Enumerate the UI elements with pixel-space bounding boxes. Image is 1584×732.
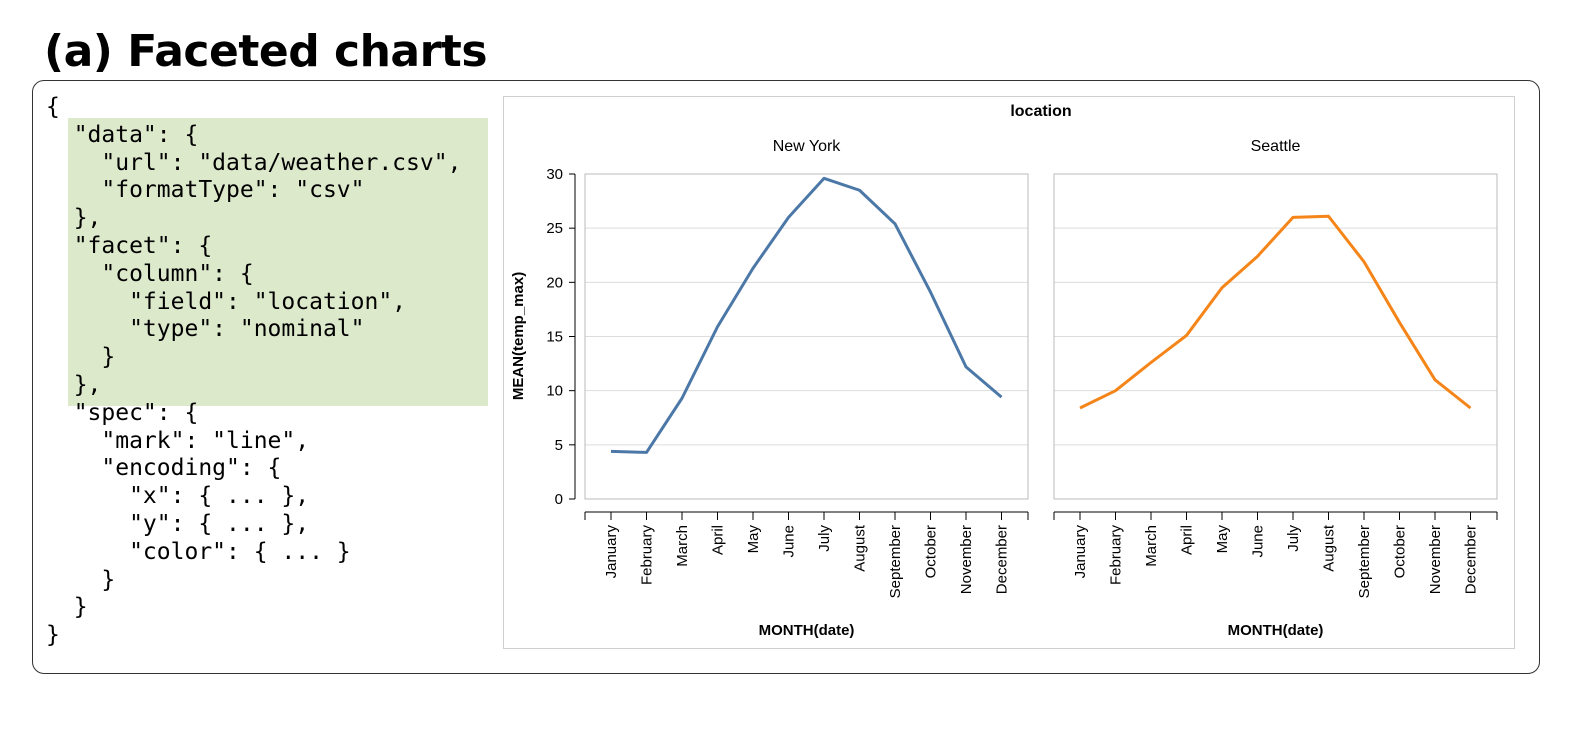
code-line: "field": "location", — [46, 288, 407, 315]
code-line: "spec": { — [46, 399, 199, 426]
code-line: }, — [46, 205, 102, 232]
chart-container: location MEAN(temp_max) 0 5 10 15 20 25 30 New … — [503, 96, 1515, 649]
x-tick-label: September — [1356, 525, 1373, 598]
facet-frame — [1053, 173, 1498, 500]
x-tick-label: August — [1321, 524, 1338, 572]
code-line: "data": { — [46, 121, 199, 148]
faceted-line-chart: location MEAN(temp_max) 0 5 10 15 20 25 30 New … — [510, 103, 1498, 639]
x-tick-label: November — [1427, 525, 1444, 594]
x-tick-label: February — [1108, 525, 1125, 586]
code-line: } — [46, 594, 88, 621]
x-tick-label: January — [1072, 525, 1089, 579]
facet-title: New York — [773, 138, 842, 155]
y-tick-label: 0 — [555, 491, 563, 508]
code-line: "url": "data/weather.csv", — [46, 149, 462, 176]
x-tick-label: April — [1179, 525, 1196, 555]
y-tick-label: 15 — [546, 329, 563, 346]
x-tick-label: October — [1392, 525, 1409, 578]
x-tick-label: June — [781, 525, 798, 558]
code-line: }, — [46, 371, 102, 398]
y-tick-label: 5 — [555, 437, 563, 454]
y-tick-label: 25 — [546, 220, 563, 237]
y-tick-label: 10 — [546, 383, 563, 400]
y-tick-label: 20 — [546, 274, 563, 291]
x-tick-label: July — [1285, 525, 1302, 552]
x-tick-label: May — [1214, 525, 1231, 554]
x-tick-label: May — [745, 525, 762, 554]
x-tick-label: September — [887, 525, 904, 598]
x-tick-label: December — [1463, 525, 1480, 594]
x-tick-label: October — [923, 525, 940, 578]
x-tick-label: July — [816, 525, 833, 552]
x-axis-label: MONTH(date) — [1228, 622, 1324, 639]
code-line: } — [46, 344, 116, 371]
x-tick-label: November — [958, 525, 975, 594]
x-tick-label: February — [639, 525, 656, 586]
x-tick-label: June — [1250, 525, 1267, 558]
facet-header-title: location — [1010, 103, 1071, 120]
code-line: "color": { ... } — [46, 538, 351, 565]
x-tick-label: March — [1143, 525, 1160, 567]
code-line: "formatType": "csv" — [46, 177, 365, 204]
x-axis-label: MONTH(date) — [759, 622, 855, 639]
code-line: "type": "nominal" — [46, 316, 365, 343]
code-line: "mark": "line", — [46, 427, 310, 454]
series-line-new-york — [610, 176, 1003, 454]
x-tick-label: April — [710, 525, 727, 555]
code-line: } — [46, 622, 60, 649]
code-line: "y": { ... }, — [46, 510, 310, 537]
y-axis-label: MEAN(temp_max) — [510, 272, 527, 400]
code-line: { — [46, 94, 60, 120]
code-line: "facet": { — [46, 232, 213, 259]
code-line: "x": { ... }, — [46, 483, 310, 510]
figure-heading: (a) Faceted charts — [44, 26, 488, 77]
code-line: "column": { — [46, 260, 254, 287]
code-highlight — [68, 118, 488, 406]
x-tick-label: March — [674, 525, 691, 567]
code-line: "encoding": { — [46, 455, 282, 482]
x-tick-label: January — [603, 525, 620, 579]
facet-frame — [584, 173, 1029, 500]
x-tick-label: August — [852, 524, 869, 572]
series-line-seattle — [1079, 214, 1472, 410]
facet-title: Seattle — [1251, 138, 1301, 155]
spec-code-block: { "data": { "url": "data/weather.csv", "… — [46, 94, 461, 650]
y-tick-label: 30 — [546, 166, 563, 183]
x-tick-label: December — [994, 525, 1011, 594]
code-line: } — [46, 566, 116, 593]
